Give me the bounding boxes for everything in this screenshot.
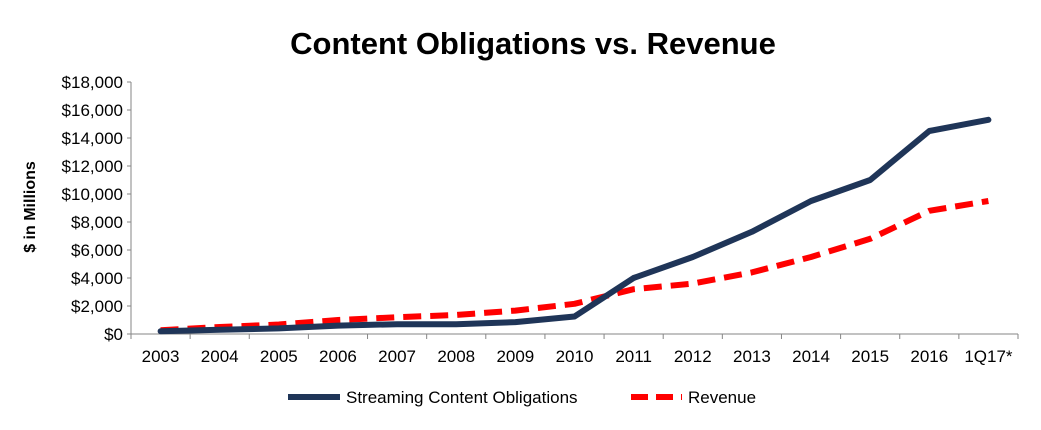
x-tick-label: 2011: [615, 347, 652, 366]
x-tick-label: 2005: [260, 347, 298, 366]
x-tick-label: 1Q17*: [964, 347, 1013, 366]
series-layer: [157, 116, 992, 335]
x-tick-label: 2009: [496, 347, 534, 366]
x-tick-label: 2008: [437, 347, 475, 366]
series-line-streaming-content-obligations: [157, 116, 992, 335]
y-tick-label: $12,000: [62, 157, 123, 176]
y-tick-label: $10,000: [62, 185, 123, 204]
x-tick-label: 2007: [378, 347, 416, 366]
x-ticks: 2003 2004 2005 2006 2007 2008 2009 2010 2011 2012…: [130, 334, 1019, 366]
series-line-revenue: [160, 198, 989, 334]
legend-label-revenue: Revenue: [688, 388, 756, 407]
y-ticks: $0 $2,000 $4,000 $6,000 $8,000 $10,000 $12,000…: [62, 73, 131, 344]
y-tick-label: $2,000: [71, 297, 123, 316]
x-tick-label: 2006: [319, 347, 357, 366]
y-tick-label: $0: [104, 325, 123, 344]
y-tick-label: $8,000: [71, 213, 123, 232]
y-tick-label: $16,000: [62, 101, 123, 120]
y-tick-label: $6,000: [71, 241, 123, 260]
x-tick-label: 2015: [851, 347, 889, 366]
x-tick-label: 2004: [201, 347, 239, 366]
x-tick-label: 2013: [733, 347, 771, 366]
y-tick-label: $14,000: [62, 129, 123, 148]
y-tick-label: $4,000: [71, 269, 123, 288]
x-tick-label: 2014: [792, 347, 830, 366]
x-tick-label: 2012: [674, 347, 712, 366]
y-tick-label: $18,000: [62, 73, 123, 92]
x-tick-label: 2003: [142, 347, 180, 366]
y-axis-label: $ in Millions: [22, 161, 39, 253]
x-tick-label: 2010: [556, 347, 594, 366]
chart-title: Content Obligations vs. Revenue: [290, 26, 776, 61]
legend: Streaming Content Obligations Revenue: [288, 388, 756, 407]
legend-label-streaming: Streaming Content Obligations: [346, 388, 578, 407]
x-tick-label: 2016: [910, 347, 948, 366]
